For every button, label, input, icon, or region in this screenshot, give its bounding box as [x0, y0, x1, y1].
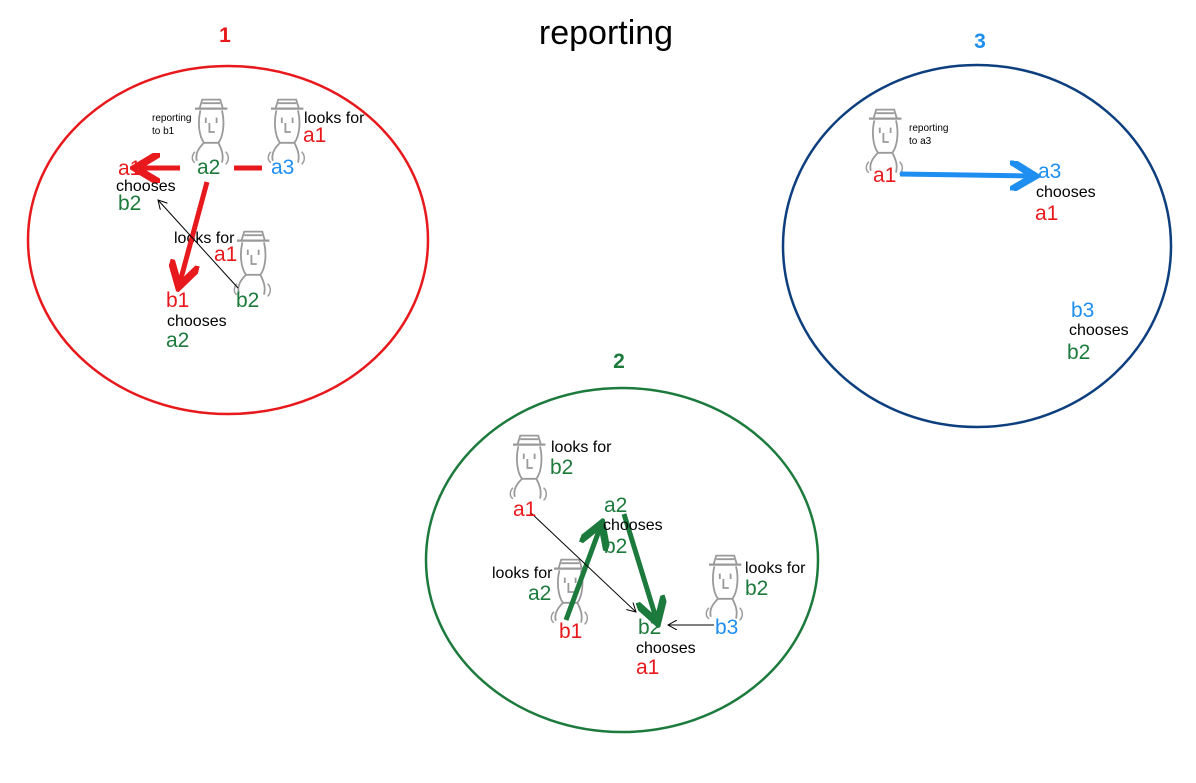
- man-with-hat-icon: [233, 230, 272, 298]
- panel-1: 1 reporting to b1 looks for a1 looks for…: [26, 24, 430, 416]
- p3-fig1-note2: to a3: [909, 136, 932, 147]
- panel-2: 2 looks for b2 looks for a2 looks for b2…: [424, 350, 820, 734]
- panel-3-number: 3: [974, 30, 986, 53]
- man-with-hat-icon: [191, 98, 230, 166]
- node-b2: b2: [236, 289, 259, 312]
- node-b1: b1: [166, 289, 189, 312]
- panel-2-number: 2: [613, 350, 625, 373]
- node-a1-chooses: chooses: [116, 178, 176, 195]
- p3-node-a3-chooses: chooses: [1036, 184, 1096, 201]
- arrow-a2-to-b1: [180, 181, 210, 282]
- arrow-b1-to-a2: [563, 528, 600, 621]
- fig2-target: a1: [303, 124, 326, 147]
- node-b1-chooses: chooses: [167, 313, 227, 330]
- p2-node-b2: b2: [638, 616, 661, 639]
- p3-node-b3: b3: [1071, 299, 1094, 322]
- man-with-hat-icon: [267, 98, 306, 166]
- fig3-target: a1: [214, 243, 237, 266]
- node-a2: a2: [197, 156, 220, 179]
- p2-fig1-target: b2: [550, 456, 573, 479]
- node-b1-choice: a2: [166, 329, 189, 352]
- node-a3: a3: [271, 156, 294, 179]
- diagram-title: reporting: [539, 14, 673, 52]
- arrow-b2-to-a1: [158, 200, 239, 289]
- p2-node-b3: b3: [715, 616, 738, 639]
- p2-fig1-note: looks for: [551, 439, 612, 456]
- p3-node-a1: a1: [873, 164, 896, 187]
- fig2-note: looks for: [304, 110, 365, 127]
- node-a1-choice: b2: [118, 192, 141, 215]
- arrow-a1-to-a3: [899, 174, 1030, 176]
- p2-fig2-note: looks for: [492, 565, 553, 582]
- p2-node-b2-choice: a1: [636, 656, 659, 679]
- p2-node-a1: a1: [513, 498, 536, 521]
- p2-node-b2-chooses: chooses: [636, 640, 696, 657]
- p3-fig1-note: reporting: [909, 123, 948, 134]
- man-with-hat-icon: [509, 434, 548, 502]
- p2-fig2-target: a2: [528, 582, 551, 605]
- p2-node-a2: a2: [604, 494, 627, 517]
- node-a1: a1: [118, 157, 141, 180]
- fig1-note2: to b1: [152, 126, 175, 137]
- p2-node-a2-chooses: chooses: [603, 517, 663, 534]
- panel-2-circle: [424, 386, 820, 734]
- arrow-a1-to-b2: [529, 511, 636, 612]
- man-with-hat-icon: [705, 554, 744, 622]
- p2-node-b1: b1: [559, 620, 582, 643]
- panel-1-circle: [26, 64, 430, 416]
- p3-node-a3-choice: a1: [1035, 202, 1058, 225]
- arrow-a2-to-b2: [621, 513, 656, 618]
- panel-3-circle: [781, 63, 1173, 429]
- panel-3: 3 reporting to a3 a1 a3 chooses a1 b3 ch…: [781, 30, 1173, 429]
- p3-node-b3-chooses: chooses: [1069, 322, 1129, 339]
- p2-node-a2-choice: b2: [604, 535, 627, 558]
- panel-1-number: 1: [219, 24, 231, 47]
- p3-node-a3: a3: [1038, 160, 1061, 183]
- p2-fig3-note: looks for: [745, 560, 806, 577]
- p3-node-b3-choice: b2: [1067, 341, 1090, 364]
- p2-fig3-target: b2: [745, 577, 768, 600]
- fig1-note: reporting: [152, 113, 191, 124]
